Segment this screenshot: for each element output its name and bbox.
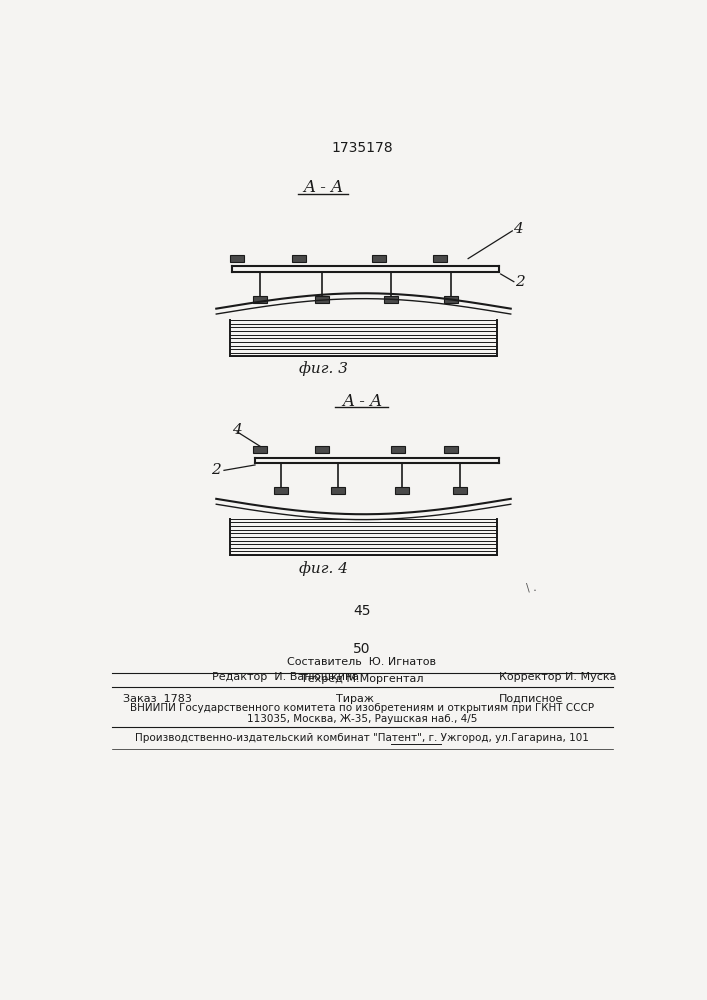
- Text: Заказ  1783: Заказ 1783: [123, 694, 192, 704]
- Bar: [453, 487, 467, 494]
- Text: 1735178: 1735178: [331, 141, 393, 155]
- Bar: [253, 296, 267, 303]
- Text: 4: 4: [232, 423, 242, 437]
- Bar: [384, 296, 397, 303]
- Text: A - A: A - A: [342, 393, 382, 410]
- Bar: [274, 487, 288, 494]
- Bar: [372, 255, 386, 262]
- Bar: [395, 487, 409, 494]
- Text: Корректор И. Муска: Корректор И. Муска: [499, 672, 617, 682]
- Bar: [433, 255, 448, 262]
- Bar: [392, 446, 405, 453]
- Text: \ .: \ .: [526, 582, 537, 592]
- Text: 2: 2: [211, 463, 221, 477]
- Text: A - A: A - A: [303, 179, 344, 196]
- Text: Производственно-издательский комбинат "Патент", г. Ужгород, ул.Гагарина, 101: Производственно-издательский комбинат "П…: [135, 733, 589, 743]
- Text: 45: 45: [354, 604, 370, 618]
- Bar: [292, 255, 306, 262]
- Text: 50: 50: [354, 642, 370, 656]
- Text: Техред М.Моргентал: Техред М.Моргентал: [300, 674, 423, 684]
- Text: фиг. 4: фиг. 4: [298, 561, 348, 576]
- Text: Тираж: Тираж: [337, 694, 375, 704]
- Bar: [444, 296, 458, 303]
- Bar: [331, 487, 345, 494]
- Text: Редактор  И. Ванюшкина: Редактор И. Ванюшкина: [212, 672, 359, 682]
- Bar: [230, 255, 244, 262]
- Bar: [444, 446, 458, 453]
- Bar: [253, 446, 267, 453]
- Text: 2: 2: [515, 275, 525, 289]
- Bar: [315, 446, 329, 453]
- Text: Подписное: Подписное: [499, 694, 563, 704]
- Bar: [315, 296, 329, 303]
- Text: Составитель  Ю. Игнатов: Составитель Ю. Игнатов: [288, 657, 436, 667]
- Text: ВНИИПИ Государственного комитета по изобретениям и открытиям при ГКНТ СССР: ВНИИПИ Государственного комитета по изоб…: [130, 703, 594, 713]
- Text: 113035, Москва, Ж-35, Раушская наб., 4/5: 113035, Москва, Ж-35, Раушская наб., 4/5: [247, 714, 477, 724]
- Text: фиг. 3: фиг. 3: [298, 361, 348, 376]
- Text: 4: 4: [513, 222, 522, 236]
